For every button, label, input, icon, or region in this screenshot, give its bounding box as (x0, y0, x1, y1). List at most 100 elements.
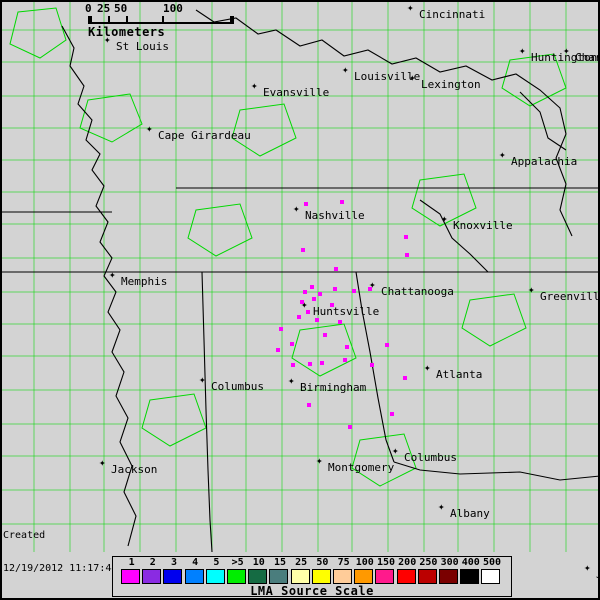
city-label: Appalachia (511, 155, 578, 168)
city-star-icon (342, 66, 353, 79)
city-star-icon (199, 376, 210, 389)
lma-source-point (403, 376, 407, 380)
created-label: Created (3, 530, 46, 541)
legend-swatch-150[interactable] (375, 569, 395, 584)
legend-swatch-250[interactable] (417, 569, 437, 584)
legend-swatch-50[interactable] (311, 569, 331, 584)
legend-tick-500: 500 (482, 557, 502, 568)
legend-tick-10: 10 (252, 557, 265, 568)
city-label: Cape Girardeau (158, 129, 251, 142)
legend-swatch-5[interactable] (205, 569, 225, 584)
created-stamp: Created 12/19/2012 11:17:44 (3, 508, 117, 596)
city-star-icon (301, 301, 312, 314)
lma-source-point (303, 290, 307, 294)
legend-tick-250: 250 (419, 557, 438, 568)
legend-tick->5: >5 (231, 557, 244, 568)
city-star-icon (424, 364, 435, 377)
city-label: Birmingham (300, 381, 367, 394)
lma-source-point (301, 248, 305, 252)
city-label: Knoxville (453, 219, 513, 232)
lma-source-point (333, 287, 337, 291)
lma-source-point (318, 292, 322, 296)
legend-color-swatches[interactable] (113, 569, 511, 585)
city-label: Memphis (121, 275, 168, 288)
legend-tick-400: 400 (461, 557, 480, 568)
scale-bar: 0 25 50 100 Kilometers (85, 2, 234, 39)
legend-tick-200: 200 (398, 557, 417, 568)
legend-swatch-25[interactable] (290, 569, 310, 584)
legend-swatch-15[interactable] (269, 569, 289, 584)
legend-swatch-3[interactable] (163, 569, 183, 584)
lma-source-point (300, 300, 304, 304)
lma-source-point (404, 235, 408, 239)
city-star-icon (441, 215, 452, 228)
scale-tick-100: 100 (163, 2, 183, 15)
lma-source-point (276, 348, 280, 352)
legend-tick-labels: 1 2 3 4 5 >5 10 15 25 50 75 100 150 200 250 300 400 500 (113, 557, 511, 569)
city-star-icon (369, 281, 380, 294)
city-star-icon (519, 47, 530, 60)
legend-swatch-2[interactable] (142, 569, 162, 584)
city-label: Charl (575, 51, 600, 64)
state-borders-layer (0, 9, 600, 553)
legend-swatch-75[interactable] (333, 569, 352, 584)
legend-swatch-1[interactable] (121, 569, 140, 584)
city-label: Chattanooga (381, 285, 454, 298)
lma-source-point (338, 320, 342, 324)
lma-source-point (306, 310, 310, 314)
legend-tick-4: 4 (192, 557, 199, 568)
city-label: Columbus (211, 380, 264, 393)
scale-tick-25: 25 (97, 2, 111, 15)
lma-source-point (348, 425, 352, 429)
lma-source-point (368, 287, 372, 291)
city-label: Huntsville (313, 305, 380, 318)
legend-tick-2: 2 (149, 557, 156, 568)
legend-tick-3: 3 (170, 557, 178, 568)
city-label: St Louis (116, 40, 169, 53)
legend-tick-15: 15 (273, 557, 287, 568)
city-label: Lexington (421, 78, 481, 91)
legend-swatch-4[interactable] (184, 569, 204, 584)
scale-bar-unit: Kilometers (88, 25, 166, 39)
lma-source-point (297, 315, 301, 319)
legend-swatch->5[interactable] (227, 569, 246, 584)
city-star-icon (288, 377, 299, 390)
legend-swatch-10[interactable] (248, 569, 268, 584)
county-borders-layer (0, 0, 600, 552)
scale-bar-tick-labels: 0 25 50 100 (85, 2, 234, 16)
city-star-icon (316, 457, 327, 470)
legend-tick-5: 5 (213, 557, 220, 568)
legend-tick-100: 100 (355, 557, 374, 568)
city-label: Greenville (540, 290, 600, 303)
city-star-icon (109, 271, 120, 284)
city-label: Columbus (404, 451, 457, 464)
lma-source-point (279, 327, 283, 331)
city-star-icon (584, 564, 595, 577)
legend-swatch-300[interactable] (439, 569, 458, 584)
city-star-icon (563, 47, 574, 60)
legend-tick-25: 25 (295, 557, 308, 568)
created-timestamp: 12/19/2012 11:17:44 (3, 563, 118, 574)
lma-source-point (345, 345, 349, 349)
lma-source-point (405, 253, 409, 257)
city-star-icon (251, 82, 262, 95)
legend-panel[interactable]: 1 2 3 4 5 >5 10 15 25 50 75 100 150 200 250 300 400 500 L… (112, 556, 512, 598)
lma-source-point (312, 297, 316, 301)
legend-tick-1: 1 (128, 557, 135, 568)
city-star-icon (99, 459, 110, 472)
legend-swatch-500[interactable] (481, 569, 501, 584)
city-label: Ja (596, 568, 600, 581)
lma-source-point (334, 267, 338, 271)
lma-source-point (385, 343, 389, 347)
lma-source-point (323, 333, 327, 337)
legend-swatch-100[interactable] (354, 569, 374, 584)
lma-source-point (340, 200, 344, 204)
scale-tick-50: 50 (114, 2, 128, 15)
city-star-icon (499, 151, 510, 164)
legend-swatch-200[interactable] (396, 569, 416, 584)
scale-bar-graphic (88, 16, 234, 24)
legend-swatch-400[interactable] (460, 569, 480, 584)
city-star-icon (407, 4, 418, 17)
